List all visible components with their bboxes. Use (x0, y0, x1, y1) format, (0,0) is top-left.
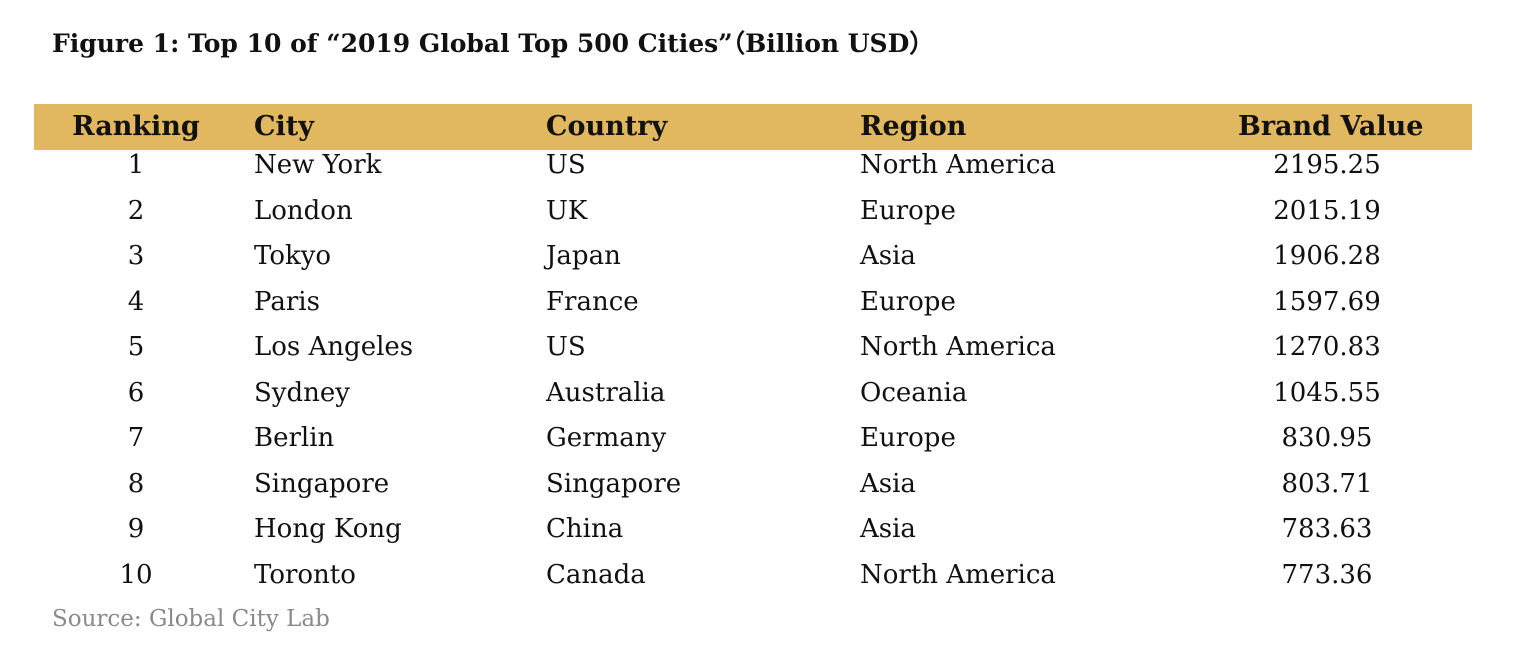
country-cell: Japan (546, 241, 621, 271)
ranking-cell: 4 (127, 286, 145, 317)
brand-value-cell: 1906.28 (1273, 241, 1381, 271)
table-row: 4 Paris France Europe 1597.69 (34, 287, 1472, 333)
table-row: 2 London UK Europe 2015.19 (34, 196, 1472, 242)
table-row: 3 Tokyo Japan Asia 1906.28 (34, 241, 1472, 287)
country-cell: Singapore (546, 468, 682, 499)
ranking-cell: 3 (127, 241, 145, 271)
city-cell: Paris (254, 286, 320, 317)
table-row: 1 New York US North America 2195.25 (34, 150, 1472, 196)
header-region: Region (860, 111, 967, 142)
region-cell: Oceania (860, 377, 968, 408)
country-cell: UK (546, 195, 588, 226)
region-cell: North America (860, 332, 1056, 362)
ranking-cell: 6 (127, 377, 145, 408)
city-cell: London (254, 195, 353, 226)
brand-value-cell: 1597.69 (1273, 286, 1381, 317)
region-cell: North America (860, 559, 1056, 590)
table-row: 8 Singapore Singapore Asia 803.71 (34, 469, 1472, 515)
table-row: 6 Sydney Australia Oceania 1045.55 (34, 378, 1472, 424)
region-cell: Europe (860, 423, 956, 453)
city-cell: Berlin (254, 423, 335, 453)
ranking-cell: 8 (127, 468, 145, 499)
brand-value-cell: 1270.83 (1273, 332, 1381, 362)
city-cell: Los Angeles (254, 332, 414, 362)
brand-value-cell: 773.36 (1281, 559, 1373, 590)
brand-value-cell: 1045.55 (1273, 377, 1381, 408)
header-country: Country (546, 111, 668, 142)
country-cell: France (546, 286, 639, 317)
region-cell: Asia (860, 468, 916, 499)
brand-value-cell: 803.71 (1281, 468, 1373, 499)
table-row: 10 Toronto Canada North America 773.36 (34, 560, 1472, 606)
region-cell: Asia (860, 241, 916, 271)
ranking-cell: 5 (127, 332, 145, 362)
header-ranking: Ranking (72, 111, 200, 142)
brand-value-cell: 783.63 (1281, 514, 1373, 544)
table-row: 5 Los Angeles US North America 1270.83 (34, 332, 1472, 378)
source-note: Source: Global City Lab (52, 606, 330, 632)
region-cell: North America (860, 150, 1056, 180)
figure-title: Figure 1: Top 10 of “2019 Global Top 500… (52, 29, 935, 58)
ranking-cell: 10 (119, 559, 153, 590)
table-header: Ranking City Country Region Brand Value (34, 104, 1472, 150)
country-cell: Canada (546, 559, 646, 590)
city-cell: New York (254, 150, 382, 180)
country-cell: Germany (546, 423, 667, 453)
brand-value-cell: 830.95 (1281, 423, 1373, 453)
header-brand-value: Brand Value (1238, 111, 1424, 142)
city-cell: Hong Kong (254, 514, 402, 544)
table-body: 1 New York US North America 2195.25 2 Lo… (34, 150, 1472, 605)
region-cell: Europe (860, 286, 956, 317)
country-cell: US (546, 332, 586, 362)
city-cell: Toronto (254, 559, 356, 590)
city-cell: Singapore (254, 468, 390, 499)
ranking-cell: 1 (127, 150, 145, 180)
city-cell: Tokyo (254, 241, 332, 271)
brand-value-cell: 2195.25 (1273, 150, 1381, 180)
table-row: 7 Berlin Germany Europe 830.95 (34, 423, 1472, 469)
ranking-cell: 9 (127, 514, 145, 544)
cities-table: Ranking City Country Region Brand Value … (34, 104, 1472, 605)
ranking-cell: 2 (127, 195, 145, 226)
country-cell: US (546, 150, 586, 180)
brand-value-cell: 2015.19 (1273, 195, 1381, 226)
ranking-cell: 7 (127, 423, 145, 453)
city-cell: Sydney (254, 377, 350, 408)
country-cell: China (546, 514, 624, 544)
region-cell: Europe (860, 195, 956, 226)
table-row: 9 Hong Kong China Asia 783.63 (34, 514, 1472, 560)
header-city: City (254, 111, 314, 142)
country-cell: Australia (546, 377, 666, 408)
region-cell: Asia (860, 514, 916, 544)
